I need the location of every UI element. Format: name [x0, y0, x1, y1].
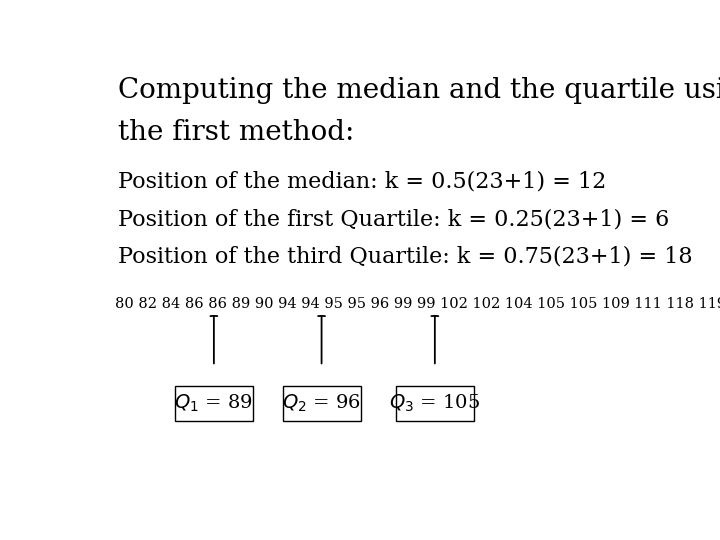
Text: $Q_{3}$ = 105: $Q_{3}$ = 105 [390, 393, 480, 414]
Text: Position of the median: k = 0.5(23+1) = 12: Position of the median: k = 0.5(23+1) = … [118, 171, 606, 193]
FancyBboxPatch shape [282, 386, 361, 421]
FancyBboxPatch shape [175, 386, 253, 421]
Text: $Q_{2}$ = 96: $Q_{2}$ = 96 [282, 393, 361, 414]
Text: Position of the first Quartile: k = 0.25(23+1) = 6: Position of the first Quartile: k = 0.25… [118, 208, 669, 230]
Text: 80 82 84 86 86 89 90 94 94 95 95 96 99 99 102 102 104 105 105 109 111 118 119: 80 82 84 86 86 89 90 94 94 95 95 96 99 9… [115, 297, 720, 311]
Text: Computing the median and the quartile using: Computing the median and the quartile us… [118, 77, 720, 104]
FancyBboxPatch shape [396, 386, 474, 421]
Text: Position of the third Quartile: k = 0.75(23+1) = 18: Position of the third Quartile: k = 0.75… [118, 246, 693, 268]
Text: the first method:: the first method: [118, 119, 354, 146]
Text: $Q_{1}$ = 89: $Q_{1}$ = 89 [174, 393, 253, 414]
